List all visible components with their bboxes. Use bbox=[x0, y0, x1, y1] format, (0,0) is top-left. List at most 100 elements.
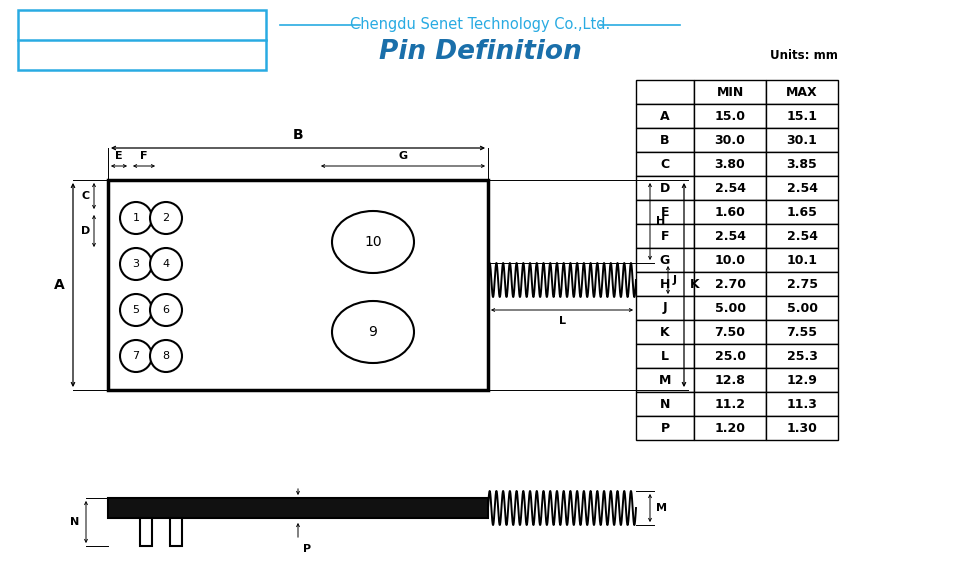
Bar bbox=[694, 248, 766, 272]
Text: H: H bbox=[660, 277, 670, 291]
Text: 4: 4 bbox=[162, 259, 170, 269]
Text: E: E bbox=[115, 151, 123, 161]
Bar bbox=[766, 368, 838, 392]
Bar bbox=[766, 416, 838, 440]
Bar bbox=[108, 180, 488, 390]
Circle shape bbox=[150, 340, 182, 372]
Text: 7.55: 7.55 bbox=[786, 325, 818, 339]
Circle shape bbox=[120, 202, 152, 234]
Text: B: B bbox=[293, 128, 303, 142]
Bar bbox=[694, 320, 766, 344]
Bar bbox=[694, 80, 766, 104]
Text: 11.3: 11.3 bbox=[786, 397, 817, 411]
Text: J: J bbox=[662, 302, 667, 314]
Text: 5: 5 bbox=[132, 305, 139, 315]
Bar bbox=[766, 152, 838, 176]
Text: 30.0: 30.0 bbox=[714, 133, 745, 147]
Text: F: F bbox=[660, 230, 669, 242]
Bar bbox=[766, 176, 838, 200]
Text: 3.80: 3.80 bbox=[714, 158, 745, 171]
Text: 11.2: 11.2 bbox=[714, 397, 746, 411]
Bar bbox=[766, 296, 838, 320]
Text: MIN: MIN bbox=[716, 85, 744, 99]
Bar bbox=[766, 104, 838, 128]
Text: Units: mm: Units: mm bbox=[770, 49, 838, 62]
Circle shape bbox=[150, 248, 182, 280]
Circle shape bbox=[150, 202, 182, 234]
Text: 25.0: 25.0 bbox=[714, 350, 746, 362]
Bar bbox=[140, 518, 152, 546]
Text: 3.85: 3.85 bbox=[786, 158, 817, 171]
Bar bbox=[694, 224, 766, 248]
Bar bbox=[636, 344, 694, 368]
Bar bbox=[636, 128, 694, 152]
Bar bbox=[694, 128, 766, 152]
Bar bbox=[694, 176, 766, 200]
Text: 10.0: 10.0 bbox=[714, 253, 746, 266]
Text: K: K bbox=[660, 325, 670, 339]
Bar bbox=[766, 224, 838, 248]
Text: C: C bbox=[82, 191, 90, 201]
Text: 12.9: 12.9 bbox=[786, 374, 817, 386]
Text: 5.00: 5.00 bbox=[714, 302, 746, 314]
Text: 1.20: 1.20 bbox=[714, 422, 746, 434]
Text: 2.54: 2.54 bbox=[714, 182, 746, 194]
Bar bbox=[766, 344, 838, 368]
Text: 10: 10 bbox=[364, 235, 382, 249]
Bar bbox=[766, 320, 838, 344]
Bar bbox=[766, 248, 838, 272]
Bar bbox=[766, 200, 838, 224]
Bar bbox=[694, 392, 766, 416]
Text: D: D bbox=[81, 226, 90, 236]
Bar bbox=[18, 10, 266, 70]
Text: P: P bbox=[660, 422, 669, 434]
Text: M: M bbox=[659, 374, 671, 386]
Text: 2: 2 bbox=[162, 213, 170, 223]
Circle shape bbox=[120, 248, 152, 280]
Text: 1.60: 1.60 bbox=[714, 205, 745, 219]
Bar bbox=[766, 128, 838, 152]
Bar bbox=[766, 272, 838, 296]
Text: F: F bbox=[140, 151, 148, 161]
Text: 2.54: 2.54 bbox=[786, 182, 818, 194]
Bar bbox=[766, 80, 838, 104]
Text: 3: 3 bbox=[132, 259, 139, 269]
Bar bbox=[636, 104, 694, 128]
Bar bbox=[636, 272, 694, 296]
Text: Pin Definition: Pin Definition bbox=[378, 39, 582, 65]
Text: MAX: MAX bbox=[786, 85, 818, 99]
Bar bbox=[694, 200, 766, 224]
Bar bbox=[694, 272, 766, 296]
Ellipse shape bbox=[332, 301, 414, 363]
Text: 1.30: 1.30 bbox=[786, 422, 817, 434]
Text: C: C bbox=[660, 158, 669, 171]
Text: 9: 9 bbox=[369, 325, 377, 339]
Bar bbox=[636, 320, 694, 344]
Bar bbox=[636, 248, 694, 272]
Text: 8: 8 bbox=[162, 351, 170, 361]
Text: L: L bbox=[559, 316, 565, 326]
Text: G: G bbox=[660, 253, 670, 266]
Text: 1.65: 1.65 bbox=[786, 205, 817, 219]
Text: 6: 6 bbox=[162, 305, 170, 315]
Bar bbox=[694, 152, 766, 176]
Circle shape bbox=[150, 294, 182, 326]
Bar bbox=[636, 392, 694, 416]
Bar bbox=[694, 368, 766, 392]
Bar bbox=[636, 152, 694, 176]
Bar bbox=[694, 296, 766, 320]
Text: H: H bbox=[656, 216, 665, 227]
Text: 15.1: 15.1 bbox=[786, 110, 818, 122]
Text: A: A bbox=[660, 110, 670, 122]
Text: 10.1: 10.1 bbox=[786, 253, 818, 266]
Text: L: L bbox=[661, 350, 669, 362]
Text: 30.1: 30.1 bbox=[786, 133, 817, 147]
Text: K: K bbox=[690, 278, 700, 292]
Text: Chengdu Senet Technology Co.,Ltd.: Chengdu Senet Technology Co.,Ltd. bbox=[349, 17, 611, 32]
Ellipse shape bbox=[332, 211, 414, 273]
Text: G: G bbox=[398, 151, 408, 161]
Text: 7: 7 bbox=[132, 351, 139, 361]
Circle shape bbox=[120, 340, 152, 372]
Text: 2.54: 2.54 bbox=[786, 230, 818, 242]
Text: N: N bbox=[70, 517, 79, 527]
